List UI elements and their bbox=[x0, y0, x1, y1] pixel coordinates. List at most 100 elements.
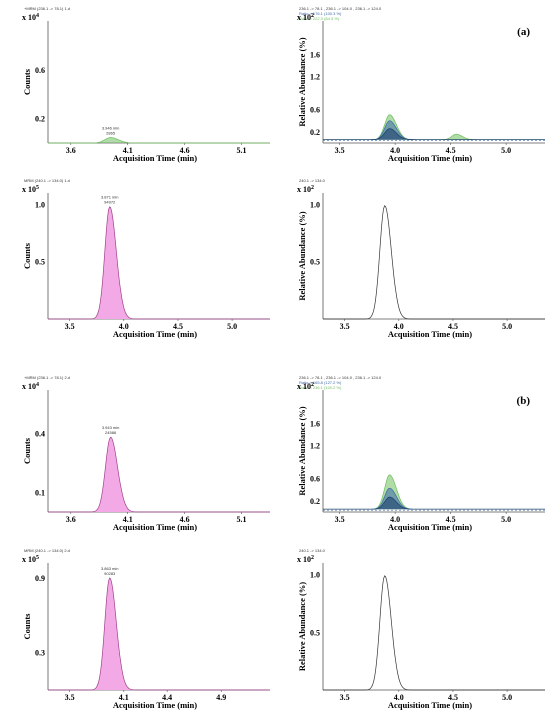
peak-area bbox=[372, 128, 413, 140]
y-axis-label: Counts bbox=[22, 613, 32, 640]
y-tick-label: 0.6 bbox=[310, 106, 320, 115]
x-axis-label: Acquisition Time (min) bbox=[388, 700, 472, 710]
chart-header: 240.1 -> 134.0 bbox=[299, 178, 326, 183]
y-axis-label: Relative Abundance (%) bbox=[297, 582, 307, 671]
y-tick-label: 1.0 bbox=[35, 200, 45, 209]
y-tick-label: 1.2 bbox=[310, 441, 320, 450]
x-axis-label: Acquisition Time (min) bbox=[113, 329, 197, 339]
series-line bbox=[323, 114, 545, 141]
x-tick-label: 4.1 bbox=[119, 693, 129, 702]
y-tick-label: 0.2 bbox=[35, 115, 45, 124]
axis-multiplier: x 105 bbox=[22, 185, 39, 194]
x-tick-label: 4.6 bbox=[180, 146, 190, 155]
x-axis-label: Acquisition Time (min) bbox=[113, 153, 197, 163]
y-tick-label: 0.6 bbox=[310, 475, 320, 484]
peak-area bbox=[92, 206, 132, 319]
x-tick-label: 4.1 bbox=[123, 146, 133, 155]
series-line bbox=[48, 577, 270, 691]
axis-multiplier: x 104 bbox=[22, 382, 39, 391]
axis-multiplier: x 102 bbox=[297, 13, 314, 22]
panel-label-b: (b) bbox=[517, 395, 531, 407]
y-tick-label: 0.5 bbox=[310, 258, 320, 267]
series-line bbox=[323, 496, 545, 510]
y-tick-label: 1.6 bbox=[310, 419, 320, 428]
y-axis-label: Counts bbox=[22, 437, 32, 464]
chart-panel-a-top-right: 236.1 -> 78.1 , 236.1 -> 104.0 , 236.1 -… bbox=[297, 6, 545, 163]
y-tick-label: 0.2 bbox=[310, 497, 320, 506]
series-line bbox=[323, 205, 545, 320]
chart-panel-a-top-left: +MRM (236.1 -> 78.1) 1.d x 104 Counts Acqui… bbox=[22, 6, 270, 163]
axis-multiplier: x 102 bbox=[297, 382, 314, 391]
axis-multiplier: x 102 bbox=[297, 555, 314, 564]
y-tick-label: 0.5 bbox=[35, 258, 45, 267]
series-line bbox=[48, 137, 270, 144]
x-tick-label: 4.5 bbox=[448, 322, 458, 331]
x-tick-label: 4.0 bbox=[119, 322, 129, 331]
series-line bbox=[323, 474, 545, 510]
chart-panel-b-top-right: 236.1 -> 78.1 , 236.1 -> 104.0 , 236.1 -… bbox=[297, 375, 545, 532]
y-axis-label: Counts bbox=[22, 68, 32, 95]
chart-panel-a-bottom-left: MRM (240.1 -> 134.0) 1.d x 105 Counts Acqui… bbox=[22, 178, 270, 339]
x-axis-label: Acquisition Time (min) bbox=[388, 153, 472, 163]
series-line bbox=[48, 436, 270, 513]
legend-entry: Ratio = 236.1 (100.2 %) bbox=[299, 385, 342, 390]
x-tick-label: 4.9 bbox=[216, 693, 226, 702]
x-tick-label: 3.5 bbox=[340, 693, 350, 702]
x-tick-label: 3.6 bbox=[66, 515, 76, 524]
x-tick-label: 5.0 bbox=[501, 515, 511, 524]
y-tick-label: 1.6 bbox=[310, 50, 320, 59]
chart-header: MRM (240.1 -> 134.0) 2.d bbox=[24, 548, 70, 553]
peak-label-time: 3.946 min bbox=[102, 126, 120, 131]
peak-label-area: 94972 bbox=[104, 200, 116, 205]
x-tick-label: 5.0 bbox=[227, 322, 237, 331]
series-line bbox=[323, 487, 545, 510]
series-line bbox=[323, 128, 545, 141]
y-tick-label: 0.1 bbox=[35, 488, 45, 497]
peak-label-time: 3.871 min bbox=[101, 195, 119, 200]
chart-header: MRM (240.1 -> 134.0) 1.d bbox=[24, 178, 70, 183]
x-tick-label: 4.4 bbox=[162, 693, 172, 702]
peak-area bbox=[440, 134, 477, 140]
series-line bbox=[48, 206, 270, 320]
y-axis-label: Relative Abundance (%) bbox=[297, 211, 307, 300]
x-tick-label: 3.5 bbox=[340, 322, 350, 331]
y-tick-label: 0.2 bbox=[310, 128, 320, 137]
y-axis-label: Relative Abundance (%) bbox=[297, 37, 307, 126]
peak-area bbox=[90, 137, 137, 143]
panel-label-a: (a) bbox=[517, 26, 530, 38]
x-axis-label: Acquisition Time (min) bbox=[113, 522, 197, 532]
x-tick-label: 5.1 bbox=[237, 515, 247, 524]
chart-header: +MRM (236.1 -> 78.1) 2.d bbox=[24, 375, 70, 380]
chart-panel-b-bottom-right: 240.1 -> 134.0 x 102 Relative Abundance (%… bbox=[297, 548, 545, 710]
x-tick-label: 5.0 bbox=[502, 322, 512, 331]
y-axis-label: Counts bbox=[22, 242, 32, 269]
series-line bbox=[323, 120, 545, 141]
series-line bbox=[323, 575, 545, 691]
x-tick-label: 3.5 bbox=[335, 146, 345, 155]
x-tick-label: 4.0 bbox=[394, 693, 404, 702]
y-tick-label: 1.0 bbox=[310, 571, 320, 580]
legend-entry: Ratio = 165.8 (127.2 %) bbox=[299, 380, 342, 385]
axis-multiplier: x 104 bbox=[22, 13, 39, 22]
peak-label-area: 2865 bbox=[106, 131, 116, 136]
peak-area bbox=[92, 437, 134, 512]
x-axis-label: Acquisition Time (min) bbox=[113, 700, 197, 710]
x-tick-label: 3.5 bbox=[65, 322, 75, 331]
x-tick-label: 3.5 bbox=[65, 693, 75, 702]
axis-multiplier: x 105 bbox=[22, 555, 39, 564]
x-axis-label: Acquisition Time (min) bbox=[388, 329, 472, 339]
x-tick-label: 3.6 bbox=[66, 146, 76, 155]
x-tick-label: 4.0 bbox=[390, 515, 400, 524]
y-tick-label: 0.6 bbox=[35, 66, 45, 75]
chart-header: 240.1 -> 134.0 bbox=[299, 548, 326, 553]
y-axis-label: Relative Abundance (%) bbox=[297, 406, 307, 495]
y-tick-label: 1.0 bbox=[310, 200, 320, 209]
peak-area bbox=[372, 497, 413, 510]
chart-header: 236.1 -> 78.1 , 236.1 -> 104.0 , 236.1 -… bbox=[299, 6, 382, 11]
x-tick-label: 4.1 bbox=[123, 515, 133, 524]
x-tick-label: 5.1 bbox=[237, 146, 247, 155]
chart-panel-b-top-left: +MRM (236.1 -> 78.1) 2.d x 104 Counts Acqui… bbox=[22, 375, 270, 532]
peak-area bbox=[92, 578, 132, 690]
x-axis-label: Acquisition Time (min) bbox=[388, 522, 472, 532]
